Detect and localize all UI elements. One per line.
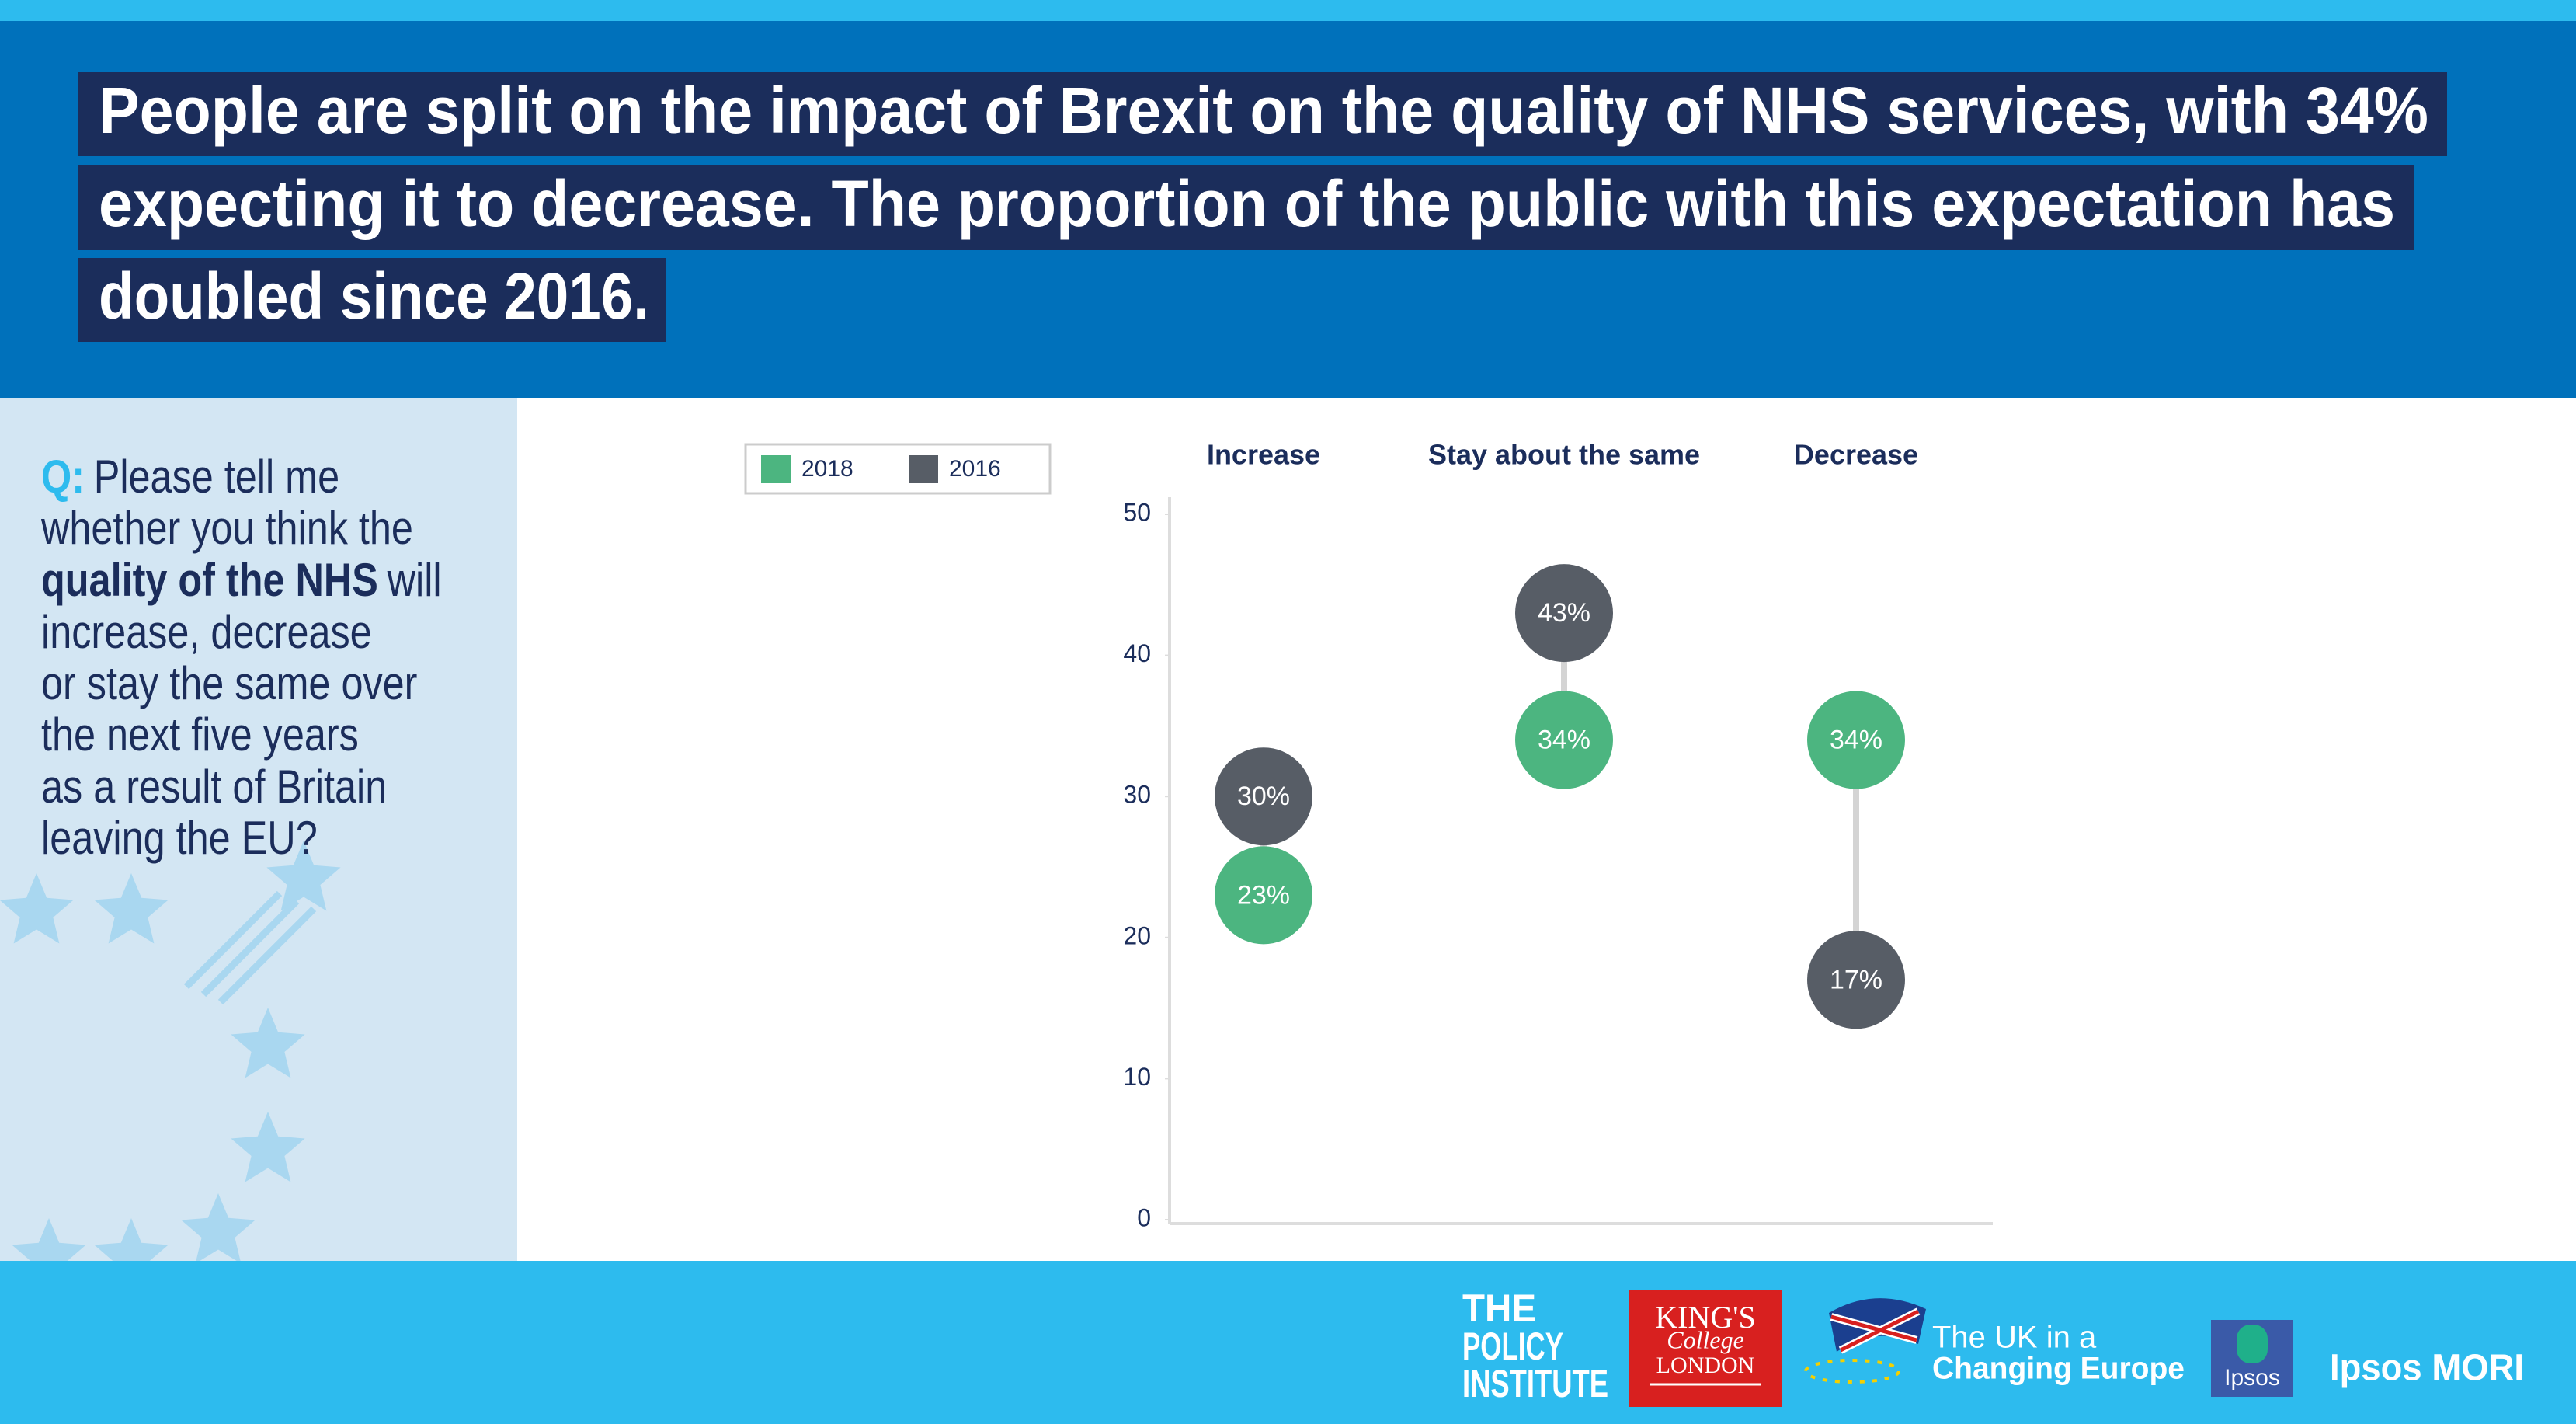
y-tick-label: 10 [1123, 1063, 1151, 1091]
star-trail [217, 906, 317, 1005]
y-tick-label: 20 [1123, 921, 1151, 949]
logo-text: THE [1462, 1286, 1536, 1330]
value-label: 43% [1538, 598, 1590, 628]
title-line: doubled since 2016. [99, 259, 649, 332]
y-tick-label: 40 [1123, 639, 1151, 667]
star-decoration [0, 841, 341, 1261]
y-tick-label: 50 [1123, 498, 1151, 526]
star [94, 873, 169, 944]
star [0, 873, 74, 944]
title: People are split on the impact of Brexit… [78, 72, 2447, 342]
question-label: Q: [41, 451, 85, 503]
question-line: Q: Please tell me [41, 451, 339, 503]
logo-text: The UK in a [1932, 1321, 2097, 1355]
legend-swatch [761, 455, 791, 483]
star [181, 1193, 256, 1261]
value-label: 23% [1237, 880, 1290, 910]
title-line: expecting it to decrease. The proportion… [99, 167, 2395, 240]
question-line: the next five years [41, 709, 359, 761]
y-tick-label: 30 [1123, 781, 1151, 809]
title-highlight [78, 165, 2414, 250]
ipsos-mark [2237, 1325, 2268, 1363]
logo-text: POLICY [1462, 1325, 1563, 1368]
legend-label: 2018 [801, 456, 853, 482]
logo-text: Ipsos [2224, 1365, 2280, 1391]
title-line: People are split on the impact of Brexit… [99, 74, 2428, 147]
kings-logo [1629, 1290, 1782, 1407]
question-panel [0, 398, 517, 1261]
legend-box [744, 443, 1052, 495]
star [231, 1112, 305, 1182]
category-label: Decrease [1794, 439, 1918, 471]
title-highlight [78, 72, 2447, 156]
y-tick-label: 0 [1137, 1203, 1151, 1231]
value-label: 34% [1538, 726, 1590, 755]
question-line: leaving the EU? [41, 812, 318, 864]
dot [1807, 931, 1905, 1029]
dot [1215, 846, 1312, 945]
logo-text: LONDON [1656, 1353, 1755, 1378]
question-line: quality of the NHS will [41, 554, 442, 606]
logo-text: College [1667, 1325, 1744, 1353]
question-line: or stay the same over [41, 657, 417, 709]
question-text: Please tell me [94, 451, 339, 503]
dot [1515, 691, 1613, 789]
logo-text: Changing Europe [1932, 1352, 2185, 1386]
title-highlight [78, 258, 666, 342]
kings-text: KING'S College LONDON [1650, 1300, 1761, 1386]
legend-label: 2016 [949, 456, 1001, 482]
value-label: 17% [1830, 965, 1882, 994]
question-line: whether you think the [40, 502, 413, 554]
logo-text: Ipsos MORI [2330, 1348, 2524, 1389]
policy-logo: THE POLICY INSTITUTE [1462, 1286, 1608, 1405]
star-trail [183, 890, 283, 990]
question-line: as a result of Britain [41, 761, 387, 813]
footer-band [0, 1261, 2576, 1424]
category-label: Stay about the same [1428, 439, 1700, 471]
star [12, 1218, 86, 1261]
question-emphasis: quality of the NHS [41, 554, 378, 606]
dot [1807, 691, 1905, 789]
question-text: will [387, 554, 442, 606]
dot [1515, 564, 1613, 663]
logos: THE POLICY INSTITUTE KING'S College LOND… [1462, 1286, 2524, 1407]
ukice-flag [1804, 1298, 1926, 1384]
star [94, 1218, 169, 1261]
value-label: 34% [1830, 726, 1882, 755]
top-strip [0, 0, 2576, 21]
category-label: Increase [1207, 439, 1320, 471]
dot [1215, 747, 1312, 846]
logo-text: KING'S [1655, 1300, 1755, 1335]
star [266, 841, 341, 911]
question-line: increase, decrease [41, 606, 372, 658]
star [231, 1008, 305, 1078]
legend-swatch [909, 455, 938, 483]
chart: 0 10 20 30 40 50 Increase Stay about the same De… [744, 439, 1993, 1231]
logo-text: INSTITUTE [1462, 1362, 1608, 1405]
question: Q: Please tell me whether you think the q… [40, 451, 442, 864]
value-label: 30% [1237, 782, 1290, 811]
star-trail [200, 898, 300, 997]
